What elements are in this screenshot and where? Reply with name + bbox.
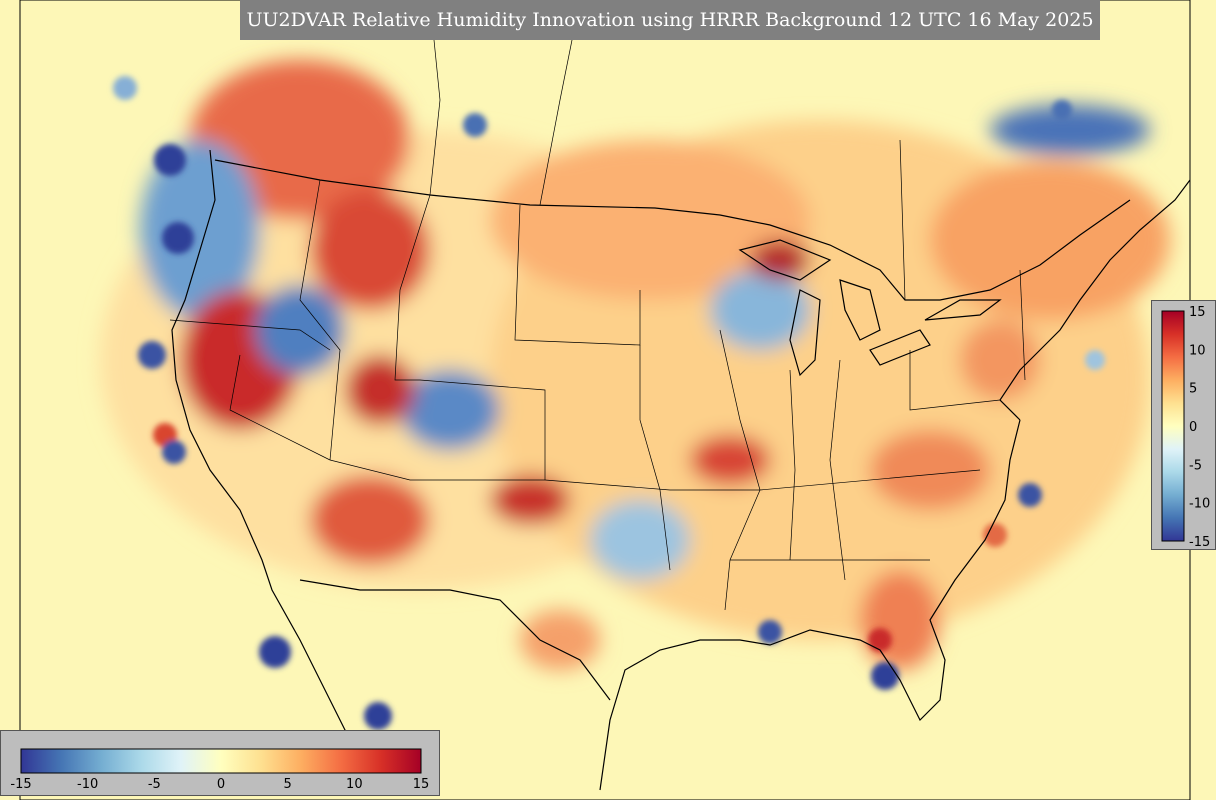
horizontal-colorbar-tick-label: 15 [413,777,430,792]
vertical-colorbar-graphic: 15 10 5 0 -5 -10 -15 [1161,305,1210,550]
state-borders [169,0,1026,611]
vertical-colorbar-tick-label: 5 [1189,382,1197,397]
west-coast [171,149,361,761]
horizontal-colorbar-ramp [20,748,422,774]
vertical-colorbar-tick-label: 10 [1189,343,1206,358]
horizontal-colorbar-tick-label: -10 [77,777,98,792]
great-lakes [738,239,1002,377]
map-title: UU2DVAR Relative Humidity Innovation usi… [240,0,1100,40]
vertical-colorbar: 15 10 5 0 -5 -10 -15 [1151,300,1216,550]
horizontal-colorbar-tick-label: -5 [148,777,161,792]
horizontal-colorbar-graphic: 15 10 5 0 -5 -10 -15 [10,748,430,792]
horizontal-colorbar-tick-label: 10 [346,777,363,792]
gulf-coast [599,419,1021,791]
vertical-colorbar-tick-label: 15 [1189,305,1206,320]
east-coast [999,179,1191,421]
innovation-field [100,60,1170,670]
vertical-colorbar-tick-label: 0 [1189,420,1197,435]
vertical-colorbar-tick-label: -15 [1189,535,1210,550]
vertical-colorbar-tick-label: -10 [1189,497,1210,512]
horizontal-colorbar-tick-label: -15 [10,777,31,792]
vertical-colorbar-tick-label: -5 [1189,458,1202,473]
horizontal-colorbar: 15 10 5 0 -5 -10 -15 [0,730,440,796]
geographic-boundaries [171,149,1191,791]
us-mexico-border [299,579,611,701]
us-canada-border [214,159,1131,301]
horizontal-colorbar-tick-label: 5 [284,777,292,792]
horizontal-colorbar-tick-label: 0 [217,777,225,792]
offshore-features [113,76,1105,730]
vertical-colorbar-ramp [1161,310,1185,542]
